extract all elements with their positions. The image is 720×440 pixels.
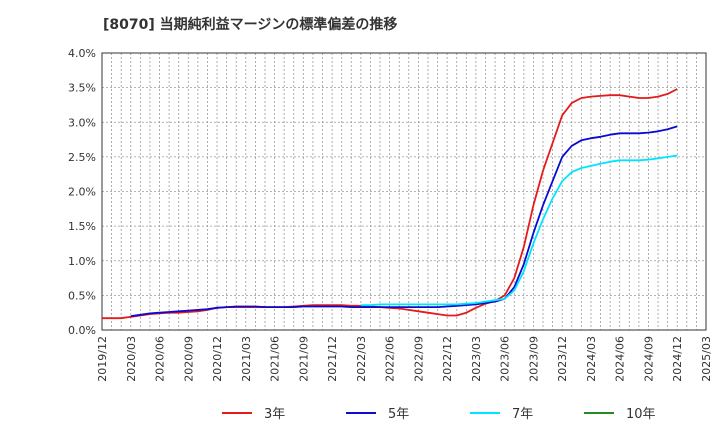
x-tick-label: 2019/12 bbox=[96, 336, 109, 382]
legend-label: 7年 bbox=[512, 407, 533, 422]
series-line-7年 bbox=[360, 154, 678, 307]
x-tick-label: 2024/09 bbox=[642, 336, 655, 382]
legend-label: 5年 bbox=[388, 407, 409, 422]
x-tick-label: 2025/03 bbox=[700, 336, 713, 382]
x-tick-label: 2020/09 bbox=[182, 336, 195, 382]
legend-label: 10年 bbox=[626, 407, 656, 422]
plot-border bbox=[101, 52, 707, 331]
x-tick-label: 2024/12 bbox=[671, 336, 684, 382]
x-tick-label: 2022/09 bbox=[412, 336, 425, 382]
y-tick-label: 3.0% bbox=[68, 116, 96, 129]
y-tick-label: 2.5% bbox=[68, 151, 96, 164]
y-tick-label: 3.5% bbox=[68, 82, 96, 95]
y-tick-label: 2.0% bbox=[68, 186, 96, 199]
x-tick-label: 2021/06 bbox=[269, 336, 282, 382]
x-tick-label: 2022/12 bbox=[441, 336, 454, 382]
x-tick-label: 2024/06 bbox=[614, 336, 627, 382]
x-tick-label: 2020/03 bbox=[125, 336, 138, 382]
x-tick-label: 2021/03 bbox=[240, 336, 253, 382]
x-tick-label: 2020/12 bbox=[211, 336, 224, 382]
x-tick-label: 2024/03 bbox=[585, 336, 598, 382]
y-tick-label: 1.0% bbox=[68, 255, 96, 268]
x-tick-label: 2022/06 bbox=[384, 336, 397, 382]
chart-title: [8070] 当期純利益マージンの標準偏差の推移 bbox=[103, 17, 398, 33]
x-tick-label: 2023/06 bbox=[499, 336, 512, 382]
y-tick-label: 0.5% bbox=[68, 289, 96, 302]
x-tick-label: 2023/12 bbox=[556, 336, 569, 382]
x-tick-label: 2021/12 bbox=[326, 336, 339, 382]
x-tick-label: 2022/03 bbox=[355, 336, 368, 382]
series-line-5年 bbox=[130, 125, 678, 317]
legend-label: 3年 bbox=[264, 407, 285, 422]
x-tick-label: 2023/09 bbox=[527, 336, 540, 382]
x-tick-label: 2023/03 bbox=[470, 336, 483, 382]
x-tick-label: 2020/06 bbox=[154, 336, 167, 382]
x-tick-label: 2021/09 bbox=[297, 336, 310, 382]
y-tick-label: 0.0% bbox=[68, 324, 96, 337]
y-tick-label: 1.5% bbox=[68, 220, 96, 233]
y-tick-label: 4.0% bbox=[68, 47, 96, 60]
